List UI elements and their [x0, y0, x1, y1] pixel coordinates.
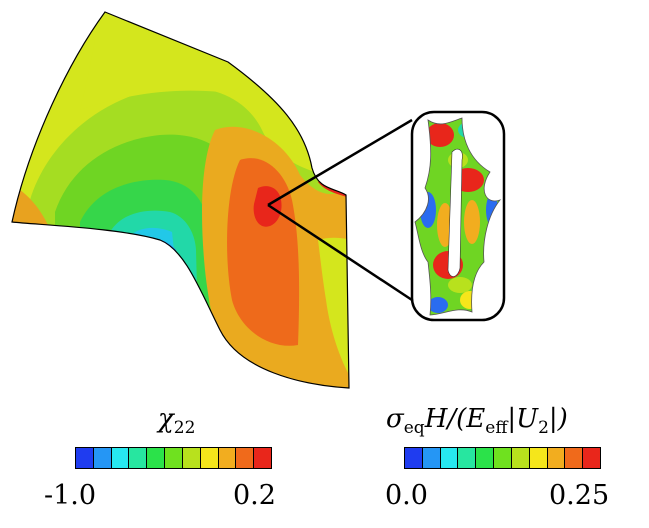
- colorbar-swatch: [165, 448, 183, 468]
- contour-band-red-hotspot: [253, 186, 282, 227]
- colorbar-1-max-label: 0.2: [233, 480, 276, 511]
- colorbar-2: [404, 447, 601, 469]
- colorbar-swatch: [218, 448, 237, 468]
- colorbar-1-title: χ22: [158, 404, 196, 439]
- colorbar-swatch: [200, 448, 219, 468]
- colorbar-swatch: [236, 448, 255, 468]
- unit-cell-slot: [447, 148, 463, 277]
- colorbar-swatch: [583, 448, 600, 468]
- colorbar-1: [75, 447, 272, 469]
- zoom-lines: [267, 118, 413, 302]
- colorbar-swatch: [529, 448, 548, 468]
- colorbar-swatch: [547, 448, 566, 468]
- colorbar-swatch: [476, 448, 495, 468]
- colorbar-swatch: [129, 448, 148, 468]
- colorbar-swatch: [458, 448, 477, 468]
- colorbar-swatch: [254, 448, 271, 468]
- colorbar-swatch: [111, 448, 130, 468]
- unit-cell-outline: [414, 117, 502, 316]
- deformed-sector: [12, 12, 349, 388]
- colorbar-2-min-label: 0.0: [385, 480, 428, 511]
- colorbar-swatch: [440, 448, 459, 468]
- colorbar-1-min-label: -1.0: [44, 480, 97, 511]
- colorbar-swatch: [494, 448, 512, 468]
- sector-outline: [11, 11, 350, 389]
- contour-band-right-yellow: [318, 237, 349, 380]
- colorbar-swatch: [565, 448, 584, 468]
- contour-band-top-yellow: [80, 12, 242, 110]
- colorbar-swatch: [511, 448, 530, 468]
- colorbar-swatch: [76, 448, 94, 468]
- colorbar-swatch: [147, 448, 166, 468]
- colorbar-swatch: [93, 448, 112, 468]
- colorbar-swatch: [405, 448, 423, 468]
- colorbar-2-title: σeqH/(Eeff|U2|): [386, 404, 568, 439]
- colorbar-2-max-label: 0.25: [549, 480, 610, 511]
- colorbar-swatch: [422, 448, 441, 468]
- colorbar-swatch: [182, 448, 201, 468]
